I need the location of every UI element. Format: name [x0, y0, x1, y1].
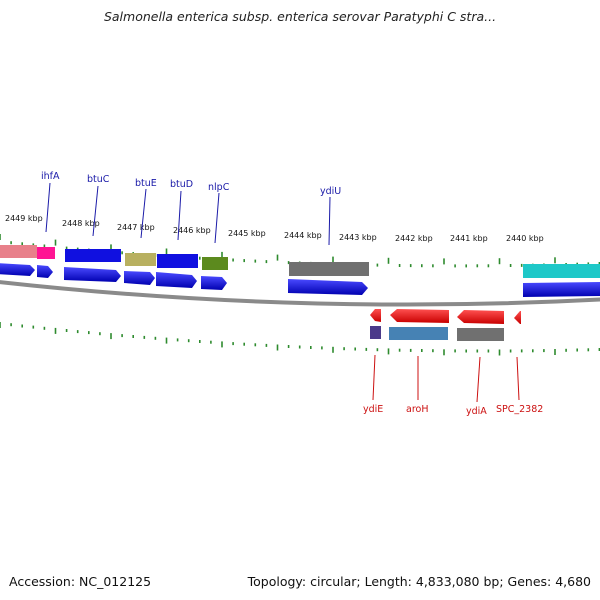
scale-label-2449: 2449 kbp	[5, 214, 43, 223]
cog-block	[65, 249, 121, 262]
gene-label-ihfA[interactable]: ihfA	[41, 171, 60, 182]
scale-label-2442: 2442 kbp	[395, 234, 433, 243]
forward-label-leaders	[45, 182, 331, 246]
genome-title: Salmonella enterica subsp. enterica sero…	[103, 9, 497, 24]
gene-label-ydiU[interactable]: ydiU	[320, 186, 341, 197]
cog-block	[289, 262, 369, 276]
cog-block	[157, 254, 198, 268]
cog-block	[37, 247, 55, 259]
cog-blocks-reverse	[370, 326, 504, 341]
scale-label-2446: 2446 kbp	[173, 226, 211, 235]
scale-label-2447: 2447 kbp	[117, 223, 155, 232]
gene-arrow-btuD	[156, 272, 197, 288]
cog-block	[389, 327, 448, 340]
gene-label-btuD[interactable]: btuD	[170, 179, 193, 190]
reverse-gene-labels: ydiE aroH ydiA SPC_2382	[363, 404, 543, 417]
gene-label-ydiE[interactable]: ydiE	[363, 404, 383, 415]
cog-block	[125, 253, 156, 266]
gene-arrow	[0, 263, 35, 276]
cog-block	[523, 264, 600, 278]
gene-arrow-ydiA	[457, 310, 504, 324]
gene-arrow-nlpC	[201, 276, 227, 290]
gene-arrow-btuE	[124, 271, 155, 285]
gene-label-nlpC[interactable]: nlpC	[208, 182, 230, 193]
cog-block	[0, 245, 37, 258]
cog-block	[202, 257, 228, 270]
gene-label-btuC[interactable]: btuC	[87, 174, 110, 185]
reverse-gene-arrows	[370, 309, 521, 324]
gene-label-btuE[interactable]: btuE	[135, 178, 157, 189]
gene-arrow-SPC_2382	[514, 311, 521, 324]
gene-arrow	[523, 282, 600, 297]
scale-labels: 2449 kbp 2448 kbp 2447 kbp 2446 kbp 2445…	[5, 214, 544, 243]
gene-label-SPC_2382[interactable]: SPC_2382	[496, 404, 543, 415]
forward-gene-labels: ihfA btuC btuE btuD nlpC ydiU	[41, 171, 341, 197]
scale-label-2441: 2441 kbp	[450, 234, 488, 243]
forward-gene-arrows	[0, 263, 600, 297]
reverse-label-leaders	[372, 354, 520, 403]
cog-block	[457, 328, 504, 341]
scale-label-2444: 2444 kbp	[284, 231, 322, 240]
scale-label-2448: 2448 kbp	[62, 219, 100, 228]
scale-label-2440: 2440 kbp	[506, 234, 544, 243]
cog-blocks-forward	[0, 245, 600, 278]
topology-text: Topology: circular; Length: 4,833,080 bp…	[247, 574, 591, 589]
gene-label-ydiA[interactable]: ydiA	[466, 406, 487, 417]
gene-arrow-ydiU	[288, 279, 368, 295]
gene-arrow-aroH	[390, 309, 449, 323]
accession-text: Accession: NC_012125	[9, 574, 152, 589]
gene-label-aroH[interactable]: aroH	[406, 404, 428, 415]
scale-label-2445: 2445 kbp	[228, 229, 266, 238]
gene-arrow-ydiE	[370, 309, 381, 322]
scale-ticks-bottom	[0, 322, 600, 356]
gene-arrow-ihfA	[37, 265, 53, 278]
gene-arrow-btuC	[64, 267, 121, 282]
cog-block	[370, 326, 381, 339]
scale-label-2443: 2443 kbp	[339, 233, 377, 242]
genome-backbone	[0, 280, 600, 307]
